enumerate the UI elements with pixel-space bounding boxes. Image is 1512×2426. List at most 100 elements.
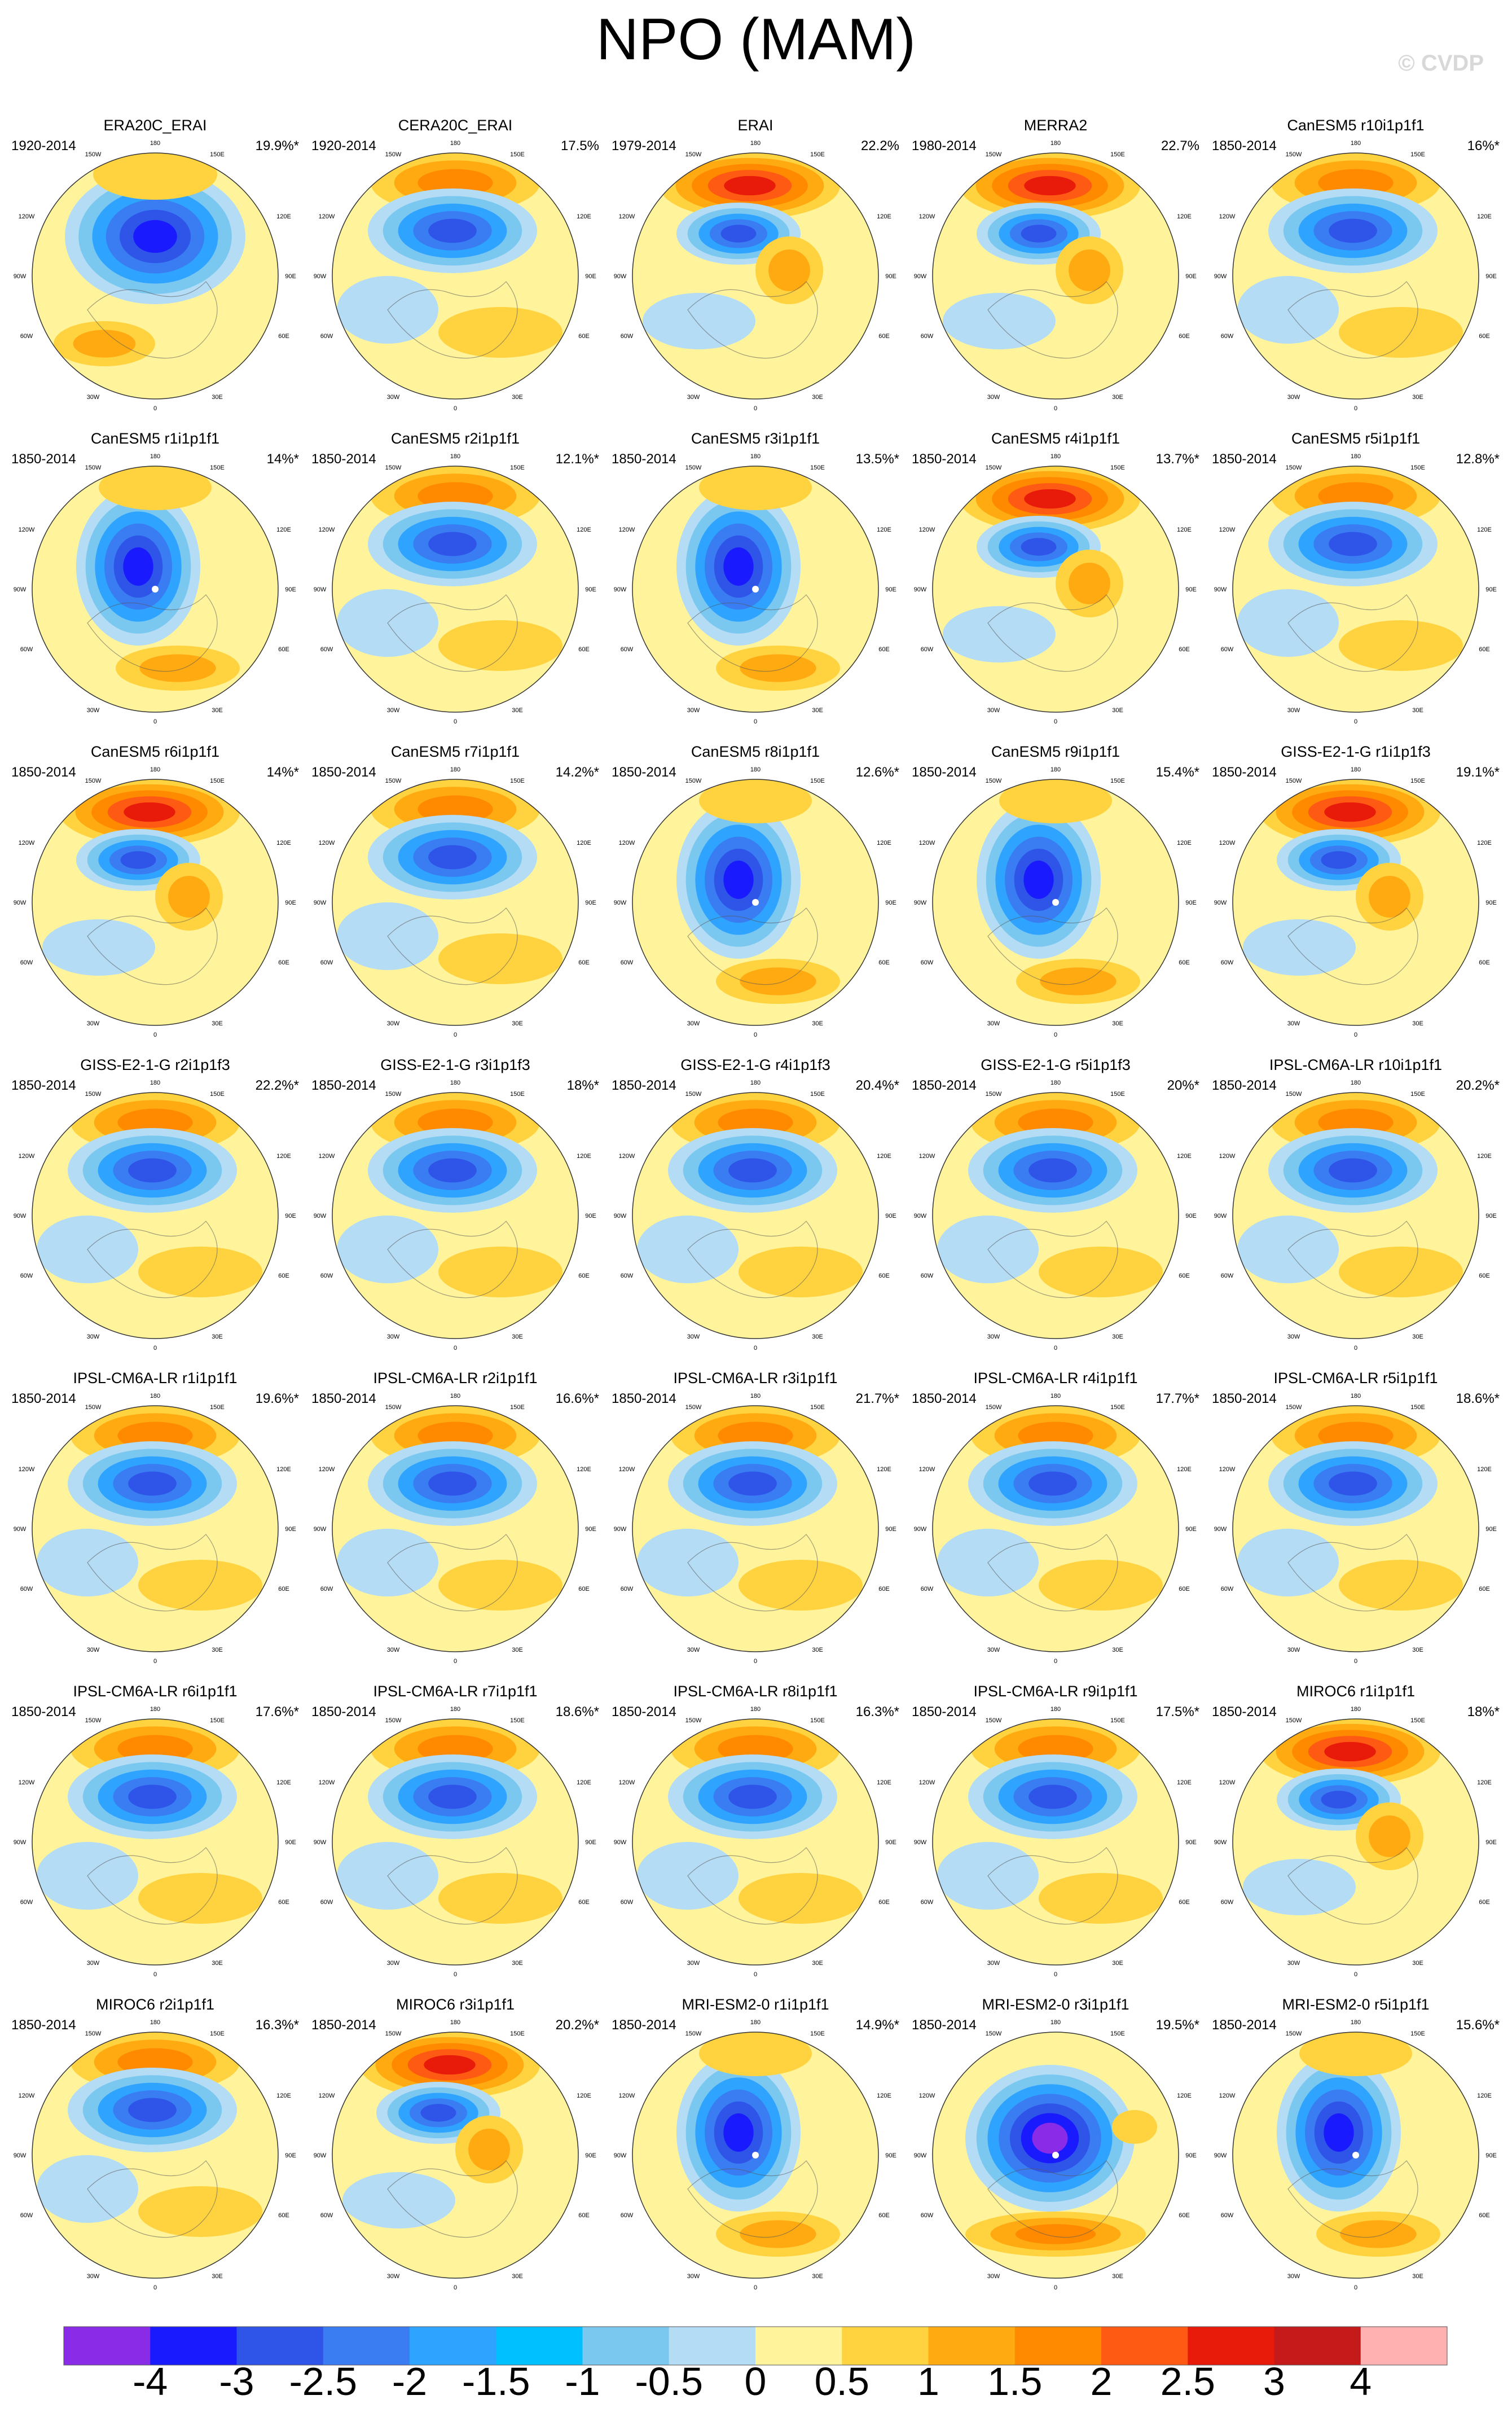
map-lon-label: 0	[1054, 1658, 1057, 1665]
panel-years: 1850-2014	[1212, 1078, 1277, 1093]
map-lon-label: 180	[150, 1393, 160, 1400]
coastline	[87, 907, 218, 985]
map-outline	[632, 152, 879, 400]
map-lon-label: 90E	[885, 1839, 896, 1846]
anomaly-contour	[1339, 1247, 1463, 1297]
map-lon-label: 90E	[1185, 900, 1197, 906]
anomaly-contour	[739, 1247, 863, 1297]
anomaly-contour	[468, 2129, 510, 2170]
coastline	[687, 594, 818, 672]
map-lon-label: 180	[450, 2019, 460, 2026]
map-panel: GISS-E2-1-G r3i1p1f3 1850-2014 18%* 180 0 90W…	[309, 1055, 602, 1366]
map-lon-label: 150E	[810, 1717, 825, 1724]
map-lon-label: 120E	[877, 1779, 891, 1786]
anomaly-contour	[1321, 1791, 1357, 1809]
anomaly-contour	[428, 845, 477, 870]
panel-variance-pct: 18.6%*	[1456, 1391, 1500, 1406]
map-lon-label: 60W	[1221, 2212, 1234, 2219]
colorbar-tick-label: 4	[1350, 2359, 1372, 2403]
anomaly-contour	[428, 1158, 477, 1183]
panel-years: 1850-2014	[11, 1078, 76, 1093]
anomaly-contour	[438, 307, 562, 358]
map-lon-label: 60W	[320, 1586, 333, 1593]
map-lon-label: 30W	[687, 1960, 700, 1967]
map-lon-label: 0	[454, 718, 457, 725]
map-lon-label: 60E	[578, 1586, 590, 1593]
map-outline	[632, 2032, 879, 2279]
panel-years: 1850-2014	[1212, 1704, 1277, 1719]
polar-map: 180 0 90W 90E 120W 150W 150E 120E 60W 30W 30E 60E	[914, 1080, 1197, 1352]
panel-years: 1850-2014	[612, 765, 676, 780]
panel-title: GISS-E2-1-G r4i1p1f3	[680, 1056, 830, 1073]
map-lon-label: 120E	[877, 213, 891, 220]
map-lon-label: 90W	[914, 1213, 927, 1219]
map-lon-label: 0	[1054, 405, 1057, 412]
panel-years: 1850-2014	[1212, 765, 1277, 780]
anomaly-contour	[139, 654, 216, 682]
anomaly-contour	[138, 2186, 262, 2237]
map-lon-label: 90E	[1485, 900, 1497, 906]
polar-map: 180 0 90W 90E 120W 150W 150E 120E 60W 30W 30E 60E	[314, 1706, 596, 1978]
map-lon-label: 150E	[510, 1091, 525, 1098]
polar-map: 180 0 90W 90E 120W 150W 150E 120E 60W 30W 30E 60E	[614, 1706, 896, 1978]
colorbar-tick-label: -3	[219, 2359, 254, 2403]
map-lon-label: 60W	[1221, 1899, 1234, 1906]
polar-map: 180 0 90W 90E 120W 150W 150E 120E 60W 30W 30E 60E	[614, 1393, 896, 1665]
map-outline	[1232, 779, 1479, 1026]
panel-variance-pct: 14.2%*	[555, 765, 599, 780]
map-lon-label: 90W	[614, 1213, 627, 1219]
panel-variance-pct: 17.5%	[560, 138, 599, 153]
coastline	[387, 594, 518, 672]
map-lon-label: 90E	[585, 586, 596, 593]
map-lon-label: 60E	[278, 1273, 289, 1279]
map-lon-label: 30E	[512, 1020, 523, 1027]
coastline	[387, 2160, 518, 2238]
map-lon-label: 180	[1351, 1393, 1361, 1400]
anomaly-contour	[723, 2113, 754, 2152]
map-lon-label: 30W	[1287, 1960, 1300, 1967]
colorbar-tick-label: -0.5	[635, 2359, 704, 2403]
panel-variance-pct: 20.4%*	[855, 1078, 899, 1093]
map-lon-label: 60W	[20, 333, 33, 340]
map-lon-label: 60E	[1179, 1899, 1190, 1906]
map-lon-label: 150W	[1286, 778, 1302, 784]
map-lon-label: 120W	[919, 213, 935, 220]
anomaly-contour	[438, 620, 562, 671]
coastline	[1287, 1534, 1418, 1612]
panel-variance-pct: 12.1%*	[555, 451, 599, 467]
anomaly-contour	[1339, 620, 1463, 671]
map-lon-label: 60E	[1479, 1586, 1490, 1593]
polar-map: 180 0 90W 90E 120W 150W 150E 120E 60W 30W 30E 60E	[1214, 140, 1497, 412]
map-lon-label: 60W	[621, 1273, 634, 1279]
panel-variance-pct: 15.6%*	[1456, 2017, 1500, 2033]
map-lon-label: 90W	[614, 273, 627, 280]
map-lon-label: 150W	[986, 2030, 1002, 2037]
anomaly-contour	[943, 293, 1056, 349]
map-lon-label: 120E	[577, 527, 591, 533]
map-outline	[632, 779, 879, 1026]
map-lon-label: 90W	[614, 900, 627, 906]
map-lon-label: 90W	[1214, 1839, 1227, 1846]
panel-title: CanESM5 r6i1p1f1	[90, 743, 220, 760]
map-outline	[632, 1405, 879, 1652]
panel-variance-pct: 16.3%*	[255, 2017, 299, 2033]
map-panel: IPSL-CM6A-LR r6i1p1f1 1850-2014 17.6%* 180 0…	[8, 1682, 302, 1992]
map-lon-label: 0	[754, 1032, 757, 1038]
map-lon-label: 90E	[885, 900, 896, 906]
map-lon-label: 30W	[1287, 707, 1300, 714]
map-lon-label: 30W	[687, 394, 700, 401]
panel-years: 1979-2014	[612, 138, 676, 153]
map-lon-label: 60E	[578, 1273, 590, 1279]
colorbar-tick-label: -1	[565, 2359, 600, 2403]
map-lon-label: 30W	[387, 1020, 400, 1027]
map-lon-label: 30E	[1112, 1020, 1123, 1027]
anomaly-contour	[123, 547, 153, 586]
map-lon-label: 90E	[1185, 2152, 1197, 2159]
map-lon-label: 0	[754, 1971, 757, 1978]
anomaly-contour	[138, 1873, 262, 1924]
map-lon-label: 150W	[685, 151, 702, 158]
panel-years: 1850-2014	[311, 2017, 376, 2033]
map-lon-label: 120W	[919, 840, 935, 846]
map-lon-label: 30W	[87, 707, 100, 714]
polar-map: 180 0 90W 90E 120W 150W 150E 120E 60W 30W 30E 60E	[314, 766, 596, 1038]
